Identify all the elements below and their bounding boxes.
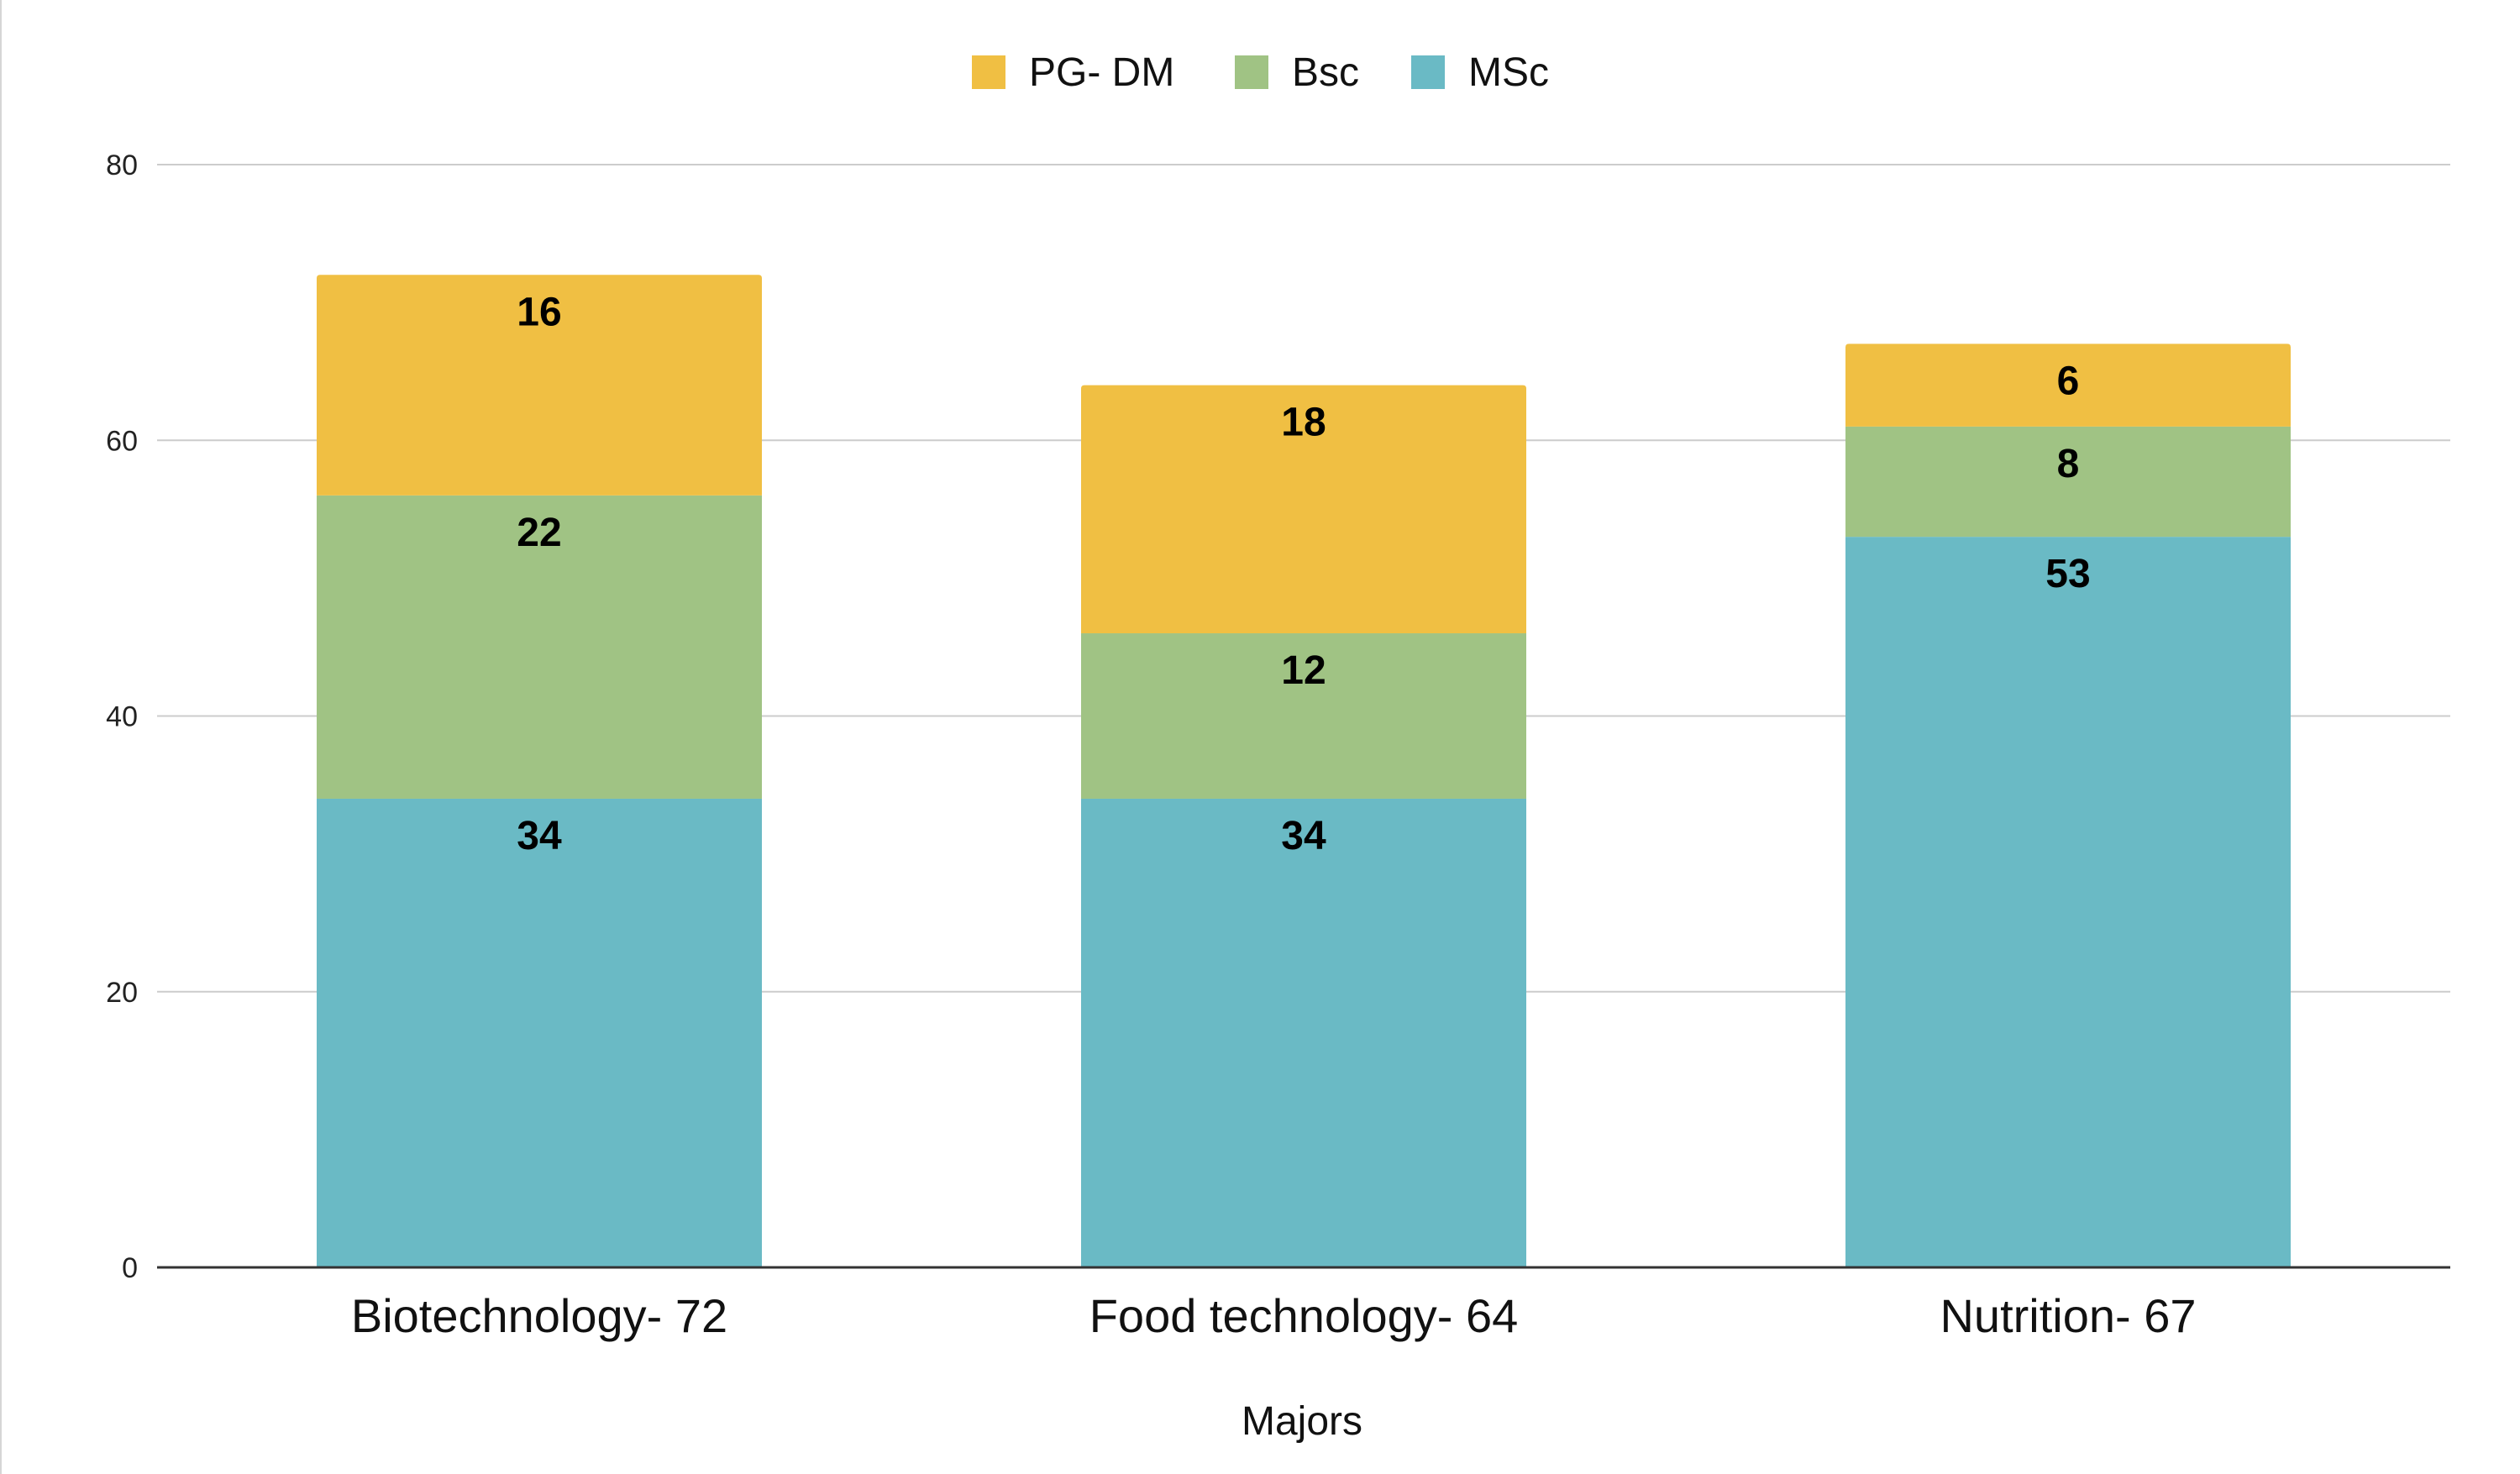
x-tick-label-cat2: Nutrition- 67 [1940, 1289, 2196, 1342]
data-label-bsc-cat1: 12 [1281, 648, 1326, 693]
bar-pg-dm-cat1 [1081, 385, 1526, 634]
legend[interactable]: PG- DM Bsc MSc [972, 50, 1549, 95]
legend-swatch-bsc [1235, 55, 1268, 89]
data-label-msc-cat0: 34 [517, 814, 562, 858]
data-label-msc-cat1: 34 [1281, 814, 1326, 858]
legend-label-pg-dm[interactable]: PG- DM [1029, 50, 1174, 95]
bar-msc-cat1 [1081, 798, 1526, 1267]
legend-label-bsc[interactable]: Bsc [1292, 50, 1359, 95]
y-tick-label-60: 60 [106, 425, 138, 457]
data-label-msc-cat2: 53 [2045, 552, 2090, 596]
data-label-bsc-cat0: 22 [517, 511, 561, 555]
x-tick-label-cat0: Biotechnology- 72 [351, 1289, 727, 1342]
data-label-pg-dm-cat1: 18 [1281, 401, 1326, 445]
y-tick-label-40: 40 [106, 701, 138, 733]
bars [317, 275, 2291, 1267]
bar-pg-dm-cat2 [1845, 344, 2291, 427]
legend-label-msc[interactable]: MSc [1468, 50, 1549, 95]
bar-bsc-cat0 [317, 495, 762, 799]
legend-swatch-msc [1411, 55, 1445, 89]
y-tick-label-80: 80 [106, 149, 138, 181]
bar-msc-cat2 [1845, 537, 2291, 1267]
bar-msc-cat0 [317, 798, 762, 1267]
x-tick-label-cat1: Food technology- 64 [1089, 1289, 1519, 1342]
bar-bsc-cat1 [1081, 633, 1526, 799]
x-axis-title: Majors [1242, 1399, 1362, 1444]
y-tick-label-20: 20 [106, 977, 138, 1009]
axes: 0 20 40 60 80 Biotechnology- 72 Food technolog… [106, 149, 2450, 1342]
bar-bsc-cat2 [1845, 426, 2291, 538]
bar-pg-dm-cat0 [317, 275, 762, 496]
data-label-bsc-cat2: 8 [2057, 442, 2080, 486]
y-tick-label-0: 0 [122, 1252, 138, 1284]
legend-swatch-pg-dm [972, 55, 1005, 89]
data-label-pg-dm-cat2: 6 [2057, 359, 2080, 403]
data-label-pg-dm-cat0: 16 [517, 290, 561, 334]
data-labels: 34 22 16 34 12 18 53 8 6 [517, 290, 2090, 858]
